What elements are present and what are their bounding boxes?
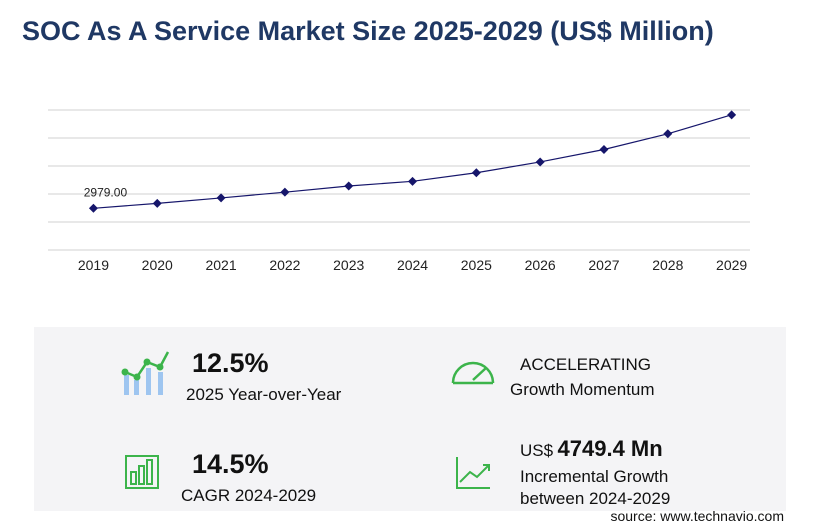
incr-value: 4749.4 Mn <box>557 436 663 461</box>
point <box>408 176 418 186</box>
chart: SOC As A Service Market Size 2025-2029 (… <box>22 16 750 273</box>
x-tick-label: 2027 <box>588 257 619 273</box>
x-tick-label: 2028 <box>652 257 683 273</box>
point <box>471 168 481 178</box>
point <box>280 187 290 197</box>
cagr-label: CAGR 2024-2029 <box>181 486 317 505</box>
x-tick-label: 2021 <box>205 257 236 273</box>
point <box>727 110 737 120</box>
source: source: www.technavio.com <box>610 508 784 524</box>
momentum-1: ACCELERATING <box>520 355 651 374</box>
x-tick-label: 2026 <box>525 257 556 273</box>
x-tick-label: 2029 <box>716 257 747 273</box>
point <box>535 157 545 167</box>
cagr-value: 14.5% <box>192 449 269 479</box>
x-tick-label: 2019 <box>78 257 109 273</box>
incr-prefix: US$ <box>520 441 554 460</box>
x-tick-label: 2025 <box>461 257 492 273</box>
point <box>88 203 98 213</box>
incr-label-1: Incremental Growth <box>520 467 669 486</box>
x-tick-label: 2020 <box>142 257 173 273</box>
value-label: 2979.00 <box>84 185 128 199</box>
x-tick-label: 2023 <box>333 257 364 273</box>
point <box>344 181 354 191</box>
point <box>152 198 162 208</box>
chart-title: SOC As A Service Market Size 2025-2029 (… <box>22 16 714 46</box>
incr-label-2: between 2024-2029 <box>520 489 671 508</box>
point <box>216 193 226 203</box>
x-tick-label: 2024 <box>397 257 428 273</box>
yoy-label: 2025 Year-over-Year <box>186 385 342 404</box>
point <box>599 144 609 154</box>
yoy-value: 12.5% <box>192 348 269 378</box>
x-tick-label: 2022 <box>269 257 300 273</box>
stats-panel <box>34 327 786 511</box>
point <box>663 129 673 139</box>
momentum-2: Growth Momentum <box>510 380 655 399</box>
